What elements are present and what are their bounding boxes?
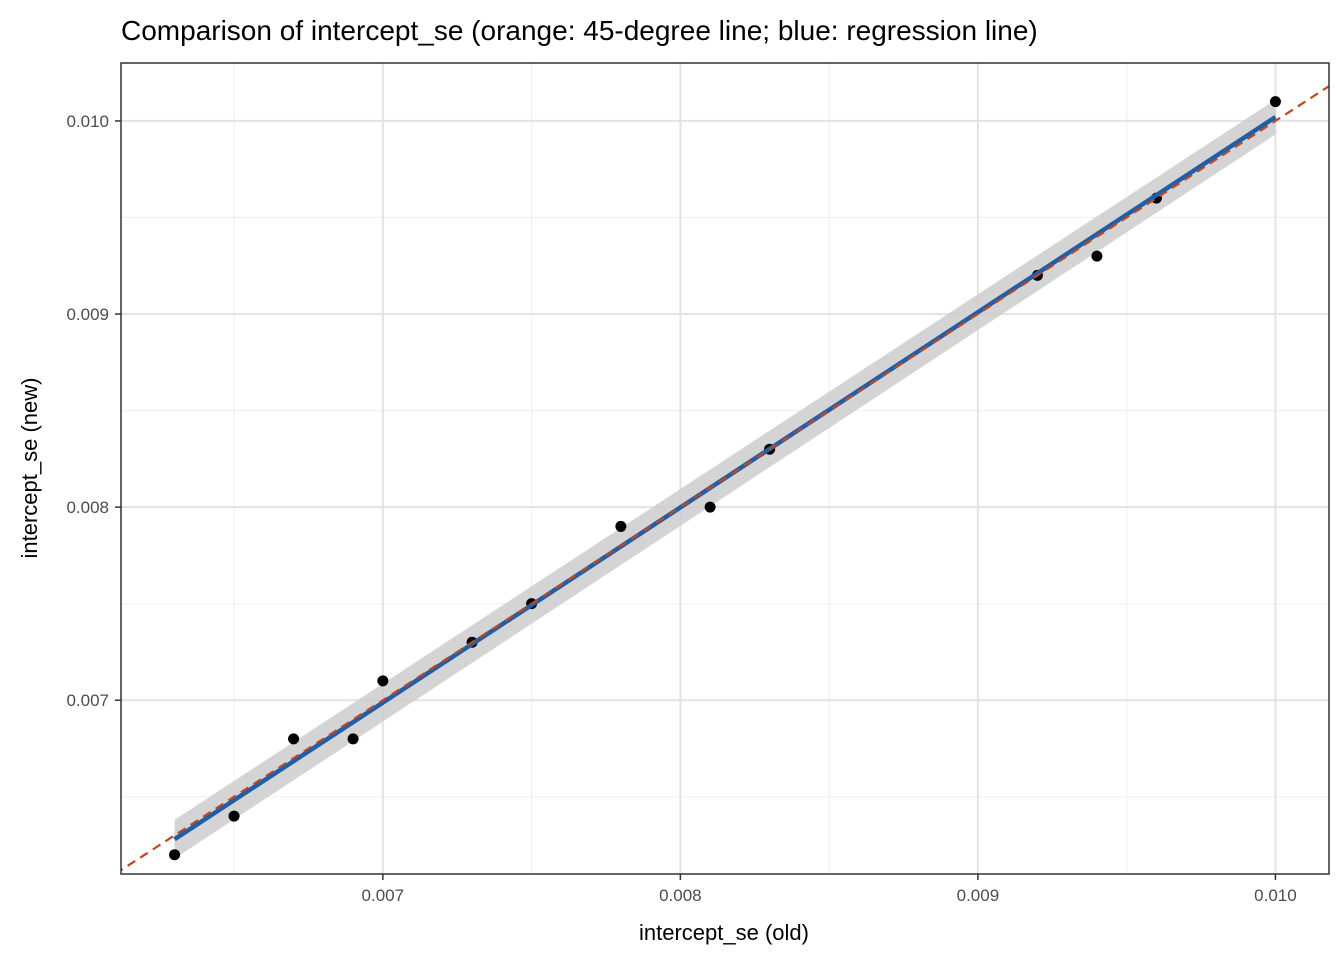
y-tick-label: 0.010	[66, 112, 109, 131]
data-point	[347, 733, 359, 745]
x-tick-label: 0.007	[362, 886, 405, 905]
chart-title: Comparison of intercept_se (orange: 45-d…	[121, 15, 1038, 46]
y-tick-label: 0.007	[66, 691, 109, 710]
x-axis-title: intercept_se (old)	[639, 920, 809, 945]
data-point	[377, 675, 389, 687]
plot-border	[120, 62, 1330, 875]
plot-area: 0.007 0.008 0.009 0.010 0.007 0.008 0.009 0.010	[66, 62, 1330, 905]
y-tick-label: 0.008	[66, 498, 109, 517]
data-point	[288, 733, 300, 745]
data-point	[169, 849, 181, 861]
y-axis-title: intercept_se (new)	[17, 378, 42, 559]
x-tick-label: 0.008	[659, 886, 702, 905]
data-point	[615, 520, 627, 532]
data-point	[1269, 96, 1281, 108]
data-point	[1091, 250, 1103, 262]
reference-line-45deg	[121, 84, 1329, 872]
y-tick-label: 0.009	[66, 305, 109, 324]
data-point	[704, 501, 716, 513]
x-tick-label: 0.010	[1254, 886, 1297, 905]
x-tick-label: 0.009	[957, 886, 1000, 905]
data-point	[228, 810, 240, 822]
